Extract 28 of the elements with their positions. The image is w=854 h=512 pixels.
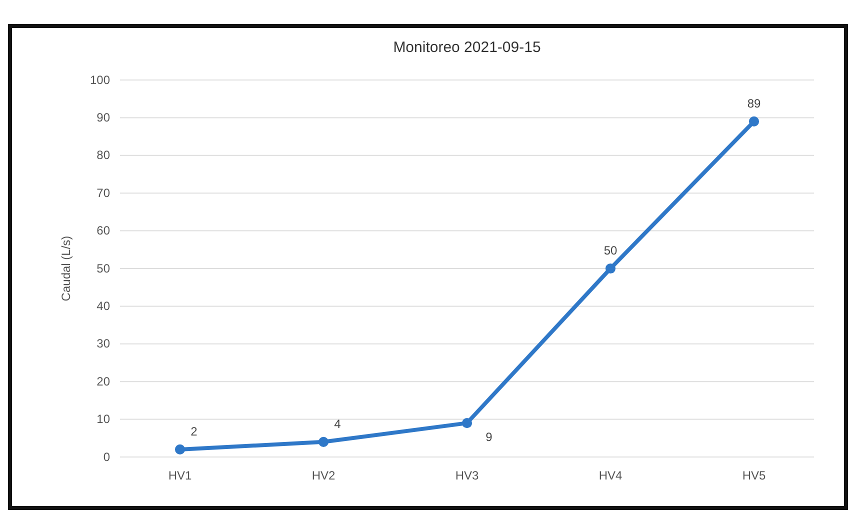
x-tick-label: HV4 bbox=[598, 468, 622, 483]
y-tick-label: 20 bbox=[96, 374, 110, 388]
point bbox=[748, 116, 760, 127]
x-tick-label: HV1 bbox=[168, 468, 192, 483]
y-tick-label: 90 bbox=[96, 110, 110, 125]
data-label: 2 bbox=[190, 424, 198, 438]
y-tick-label: 40 bbox=[96, 299, 110, 314]
data-label: 50 bbox=[604, 244, 618, 258]
point bbox=[174, 444, 186, 454]
x-tick-label: HV2 bbox=[312, 468, 336, 483]
x-tick-label: HV5 bbox=[742, 468, 766, 483]
y-tick-label: 100 bbox=[90, 72, 110, 87]
chart-title: Monitoreo 2021-09-15 bbox=[393, 39, 541, 56]
y-tick-label: 30 bbox=[96, 336, 110, 351]
data-label: 4 bbox=[334, 416, 342, 431]
point bbox=[605, 263, 616, 274]
y-tick-label: 10 bbox=[96, 412, 110, 426]
y-tick-label: 50 bbox=[96, 261, 110, 276]
data-label: 89 bbox=[747, 96, 761, 110]
point bbox=[462, 418, 472, 428]
data-label: 9 bbox=[486, 430, 493, 444]
y-tick-label: 70 bbox=[96, 186, 110, 200]
x-tick-label: HV3 bbox=[455, 468, 479, 483]
y-tick-label: 0 bbox=[103, 450, 110, 464]
y-tick-label: 60 bbox=[96, 224, 110, 238]
y-axis-title: Caudal (L/s) bbox=[59, 236, 73, 302]
point bbox=[318, 436, 329, 447]
y-tick-label: 80 bbox=[96, 148, 110, 162]
